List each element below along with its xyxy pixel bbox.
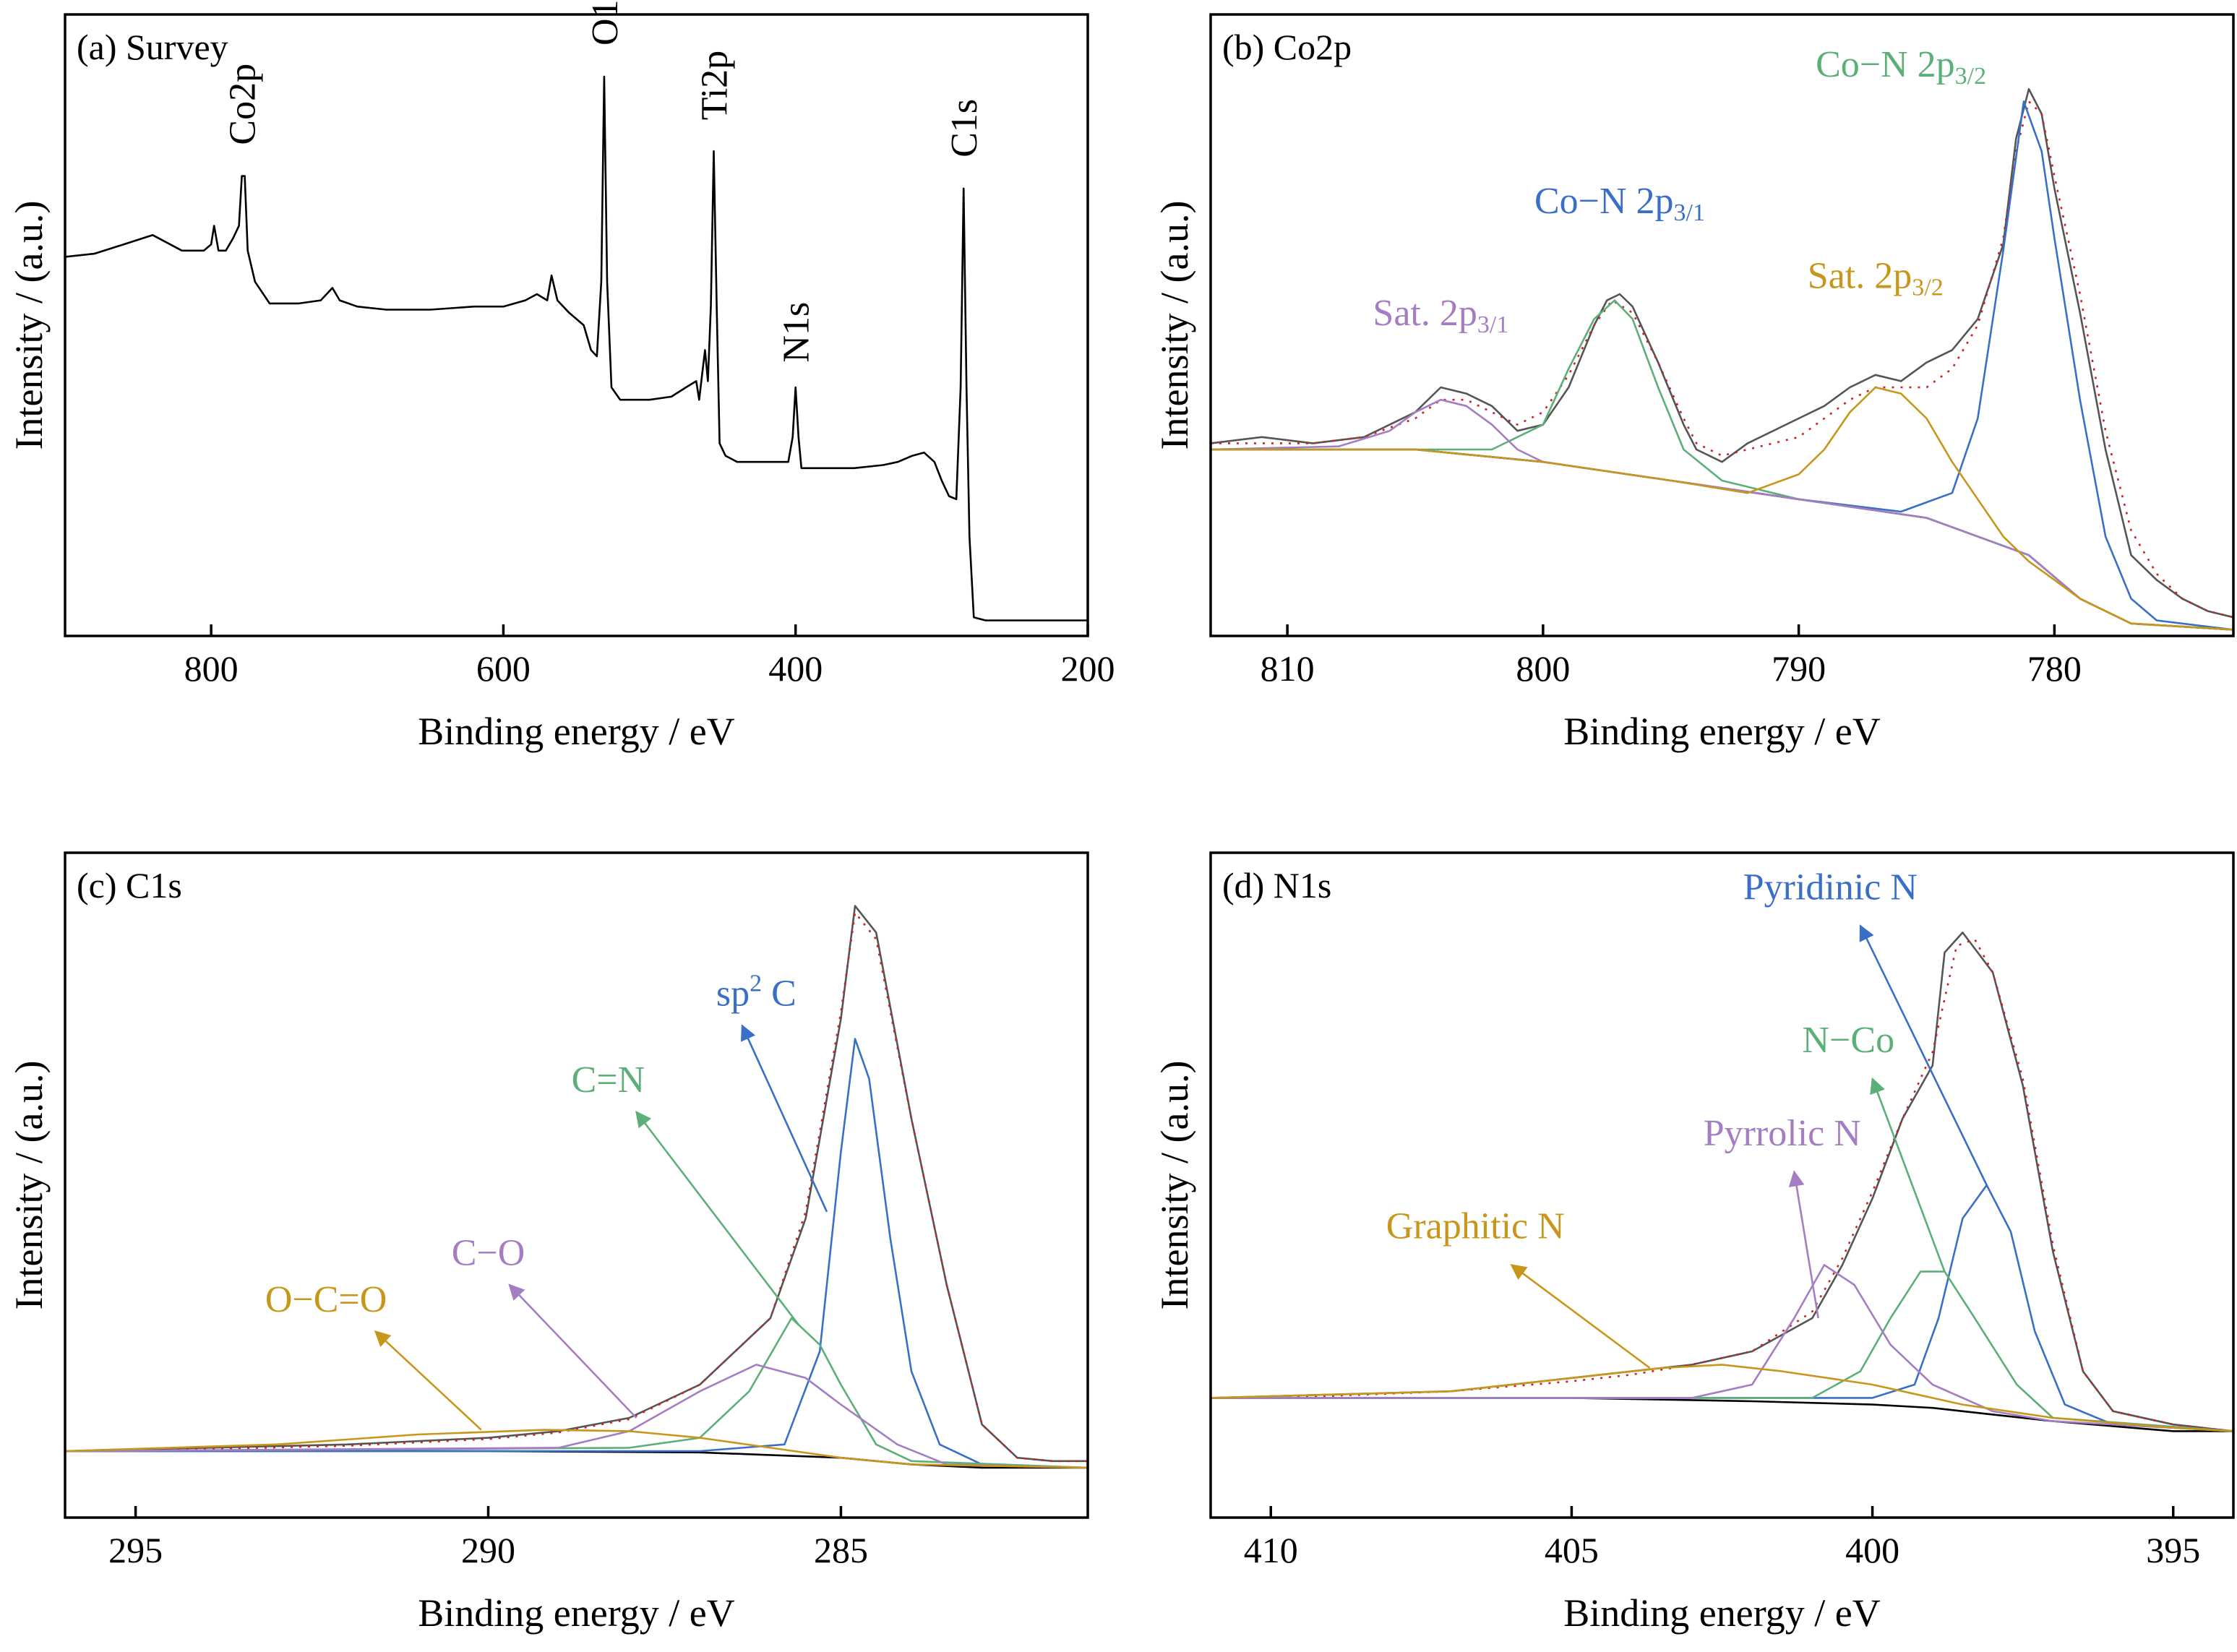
annotation-arrow bbox=[1859, 924, 1988, 1186]
x-tick-label: 285 bbox=[814, 1530, 868, 1570]
panel-title: (c) C1s bbox=[77, 865, 182, 905]
y-axis-label: Intensity / (a.u.) bbox=[7, 1061, 51, 1310]
series-n-co-line bbox=[1211, 1270, 2233, 1432]
peak-label: Co2p bbox=[223, 64, 264, 145]
panel-c: 295 290 285 Binding energy / eV Intensity / … bbox=[7, 851, 1089, 1635]
plot-frame bbox=[1209, 13, 2235, 637]
peak-label: N1s bbox=[776, 302, 817, 363]
series-fit-line bbox=[1211, 100, 2233, 619]
peak-label: O−C=O bbox=[265, 1279, 387, 1320]
annotation-arrow bbox=[635, 1111, 799, 1325]
x-axis-label: Binding energy / eV bbox=[418, 1591, 734, 1635]
annotation-arrow bbox=[741, 1024, 828, 1213]
series-data-line bbox=[65, 905, 1088, 1463]
y-axis-label: Intensity / (a.u.) bbox=[1153, 1061, 1196, 1310]
annotation-arrow bbox=[1870, 1077, 1946, 1273]
series-sp2-c-line bbox=[65, 1038, 1088, 1469]
x-axis-label: Binding energy / eV bbox=[1563, 1591, 1880, 1635]
x-tick-label: 200 bbox=[1061, 648, 1115, 689]
series-background-line bbox=[1211, 448, 2233, 631]
peak-label: C=N bbox=[572, 1059, 645, 1101]
panel-title: (b) Co2p bbox=[1222, 27, 1352, 67]
x-tick-label: 800 bbox=[1516, 648, 1570, 689]
annotation-arrow bbox=[374, 1330, 482, 1431]
plot-frame bbox=[1209, 851, 2235, 1519]
x-tick-label: 780 bbox=[2027, 648, 2082, 689]
series-c-n-line bbox=[65, 1317, 1088, 1469]
peak-label: Co−N 2p3/1 bbox=[1534, 181, 1705, 226]
series-graphitic-n-line bbox=[1211, 1364, 2233, 1432]
x-tick-label: 400 bbox=[1845, 1530, 1899, 1570]
x-tick-label: 810 bbox=[1261, 648, 1315, 689]
series-line-line bbox=[65, 75, 1088, 621]
peak-label: Pyridinic N bbox=[1743, 866, 1918, 908]
peak-label: C−O bbox=[452, 1232, 525, 1273]
x-tick-label: 295 bbox=[108, 1530, 163, 1570]
series-sat-2p3-2-line bbox=[1211, 386, 2233, 631]
x-tick-label: 790 bbox=[1772, 648, 1826, 689]
y-axis-label: Intensity / (a.u.) bbox=[7, 201, 51, 450]
panel-a: 800 600 400 200 Binding energy / eV Intensity… bbox=[7, 0, 1115, 753]
series-fit-line bbox=[65, 911, 1088, 1463]
annotation-arrow bbox=[508, 1283, 637, 1419]
peak-label: sp2 C bbox=[716, 971, 797, 1015]
x-tick-label: 410 bbox=[1244, 1530, 1298, 1570]
peak-label: N−Co bbox=[1803, 1020, 1895, 1061]
panel-title: (d) N1s bbox=[1222, 865, 1331, 905]
peak-label: Sat. 2p3/2 bbox=[1808, 255, 1944, 301]
series-data-line bbox=[1211, 932, 2233, 1432]
x-tick-label: 405 bbox=[1545, 1530, 1599, 1570]
series-co-n-2p3-1-line bbox=[1211, 299, 2233, 631]
x-tick-label: 600 bbox=[476, 648, 531, 689]
peak-label: Pyrrolic N bbox=[1704, 1113, 1861, 1154]
series-co-n-2p3-2-line bbox=[1211, 100, 2233, 631]
x-axis-label: Binding energy / eV bbox=[418, 710, 734, 753]
x-tick-label: 400 bbox=[768, 648, 823, 689]
peak-label: Graphitic N bbox=[1386, 1206, 1565, 1247]
x-axis-label: Binding energy / eV bbox=[1563, 710, 1880, 753]
series-pyrrolic-n-line bbox=[1211, 1264, 2233, 1432]
x-tick-label: 800 bbox=[184, 648, 239, 689]
panel-title: (a) Survey bbox=[77, 27, 228, 67]
series-fit-line bbox=[1211, 938, 2233, 1432]
peak-label: O1s bbox=[585, 0, 626, 46]
annotation-arrow bbox=[1788, 1170, 1819, 1319]
peak-label: Sat. 2p3/1 bbox=[1373, 293, 1508, 338]
plot-area bbox=[1211, 87, 2233, 631]
x-tick-label: 395 bbox=[2146, 1530, 2200, 1570]
peak-label: Ti2p bbox=[695, 51, 736, 120]
series-o-c-o-line bbox=[65, 1429, 1088, 1469]
annotation-arrow bbox=[1510, 1264, 1651, 1369]
plot-frame bbox=[64, 13, 1089, 637]
peak-label: C1s bbox=[944, 99, 985, 158]
plot-area bbox=[65, 75, 1088, 621]
panel-d: 410 405 400 395 Binding energy / eV Intensity… bbox=[1153, 851, 2235, 1635]
panel-b: 810 800 790 780 Binding energy / eV Intensity… bbox=[1153, 13, 2235, 753]
plot-area bbox=[65, 905, 1088, 1469]
series-sat-2p3-1-line bbox=[1211, 398, 2233, 631]
x-tick-label: 290 bbox=[461, 1530, 515, 1570]
series-data-line bbox=[1211, 87, 2233, 619]
plot-area bbox=[1211, 932, 2233, 1432]
series-c-o-line bbox=[65, 1364, 1088, 1469]
y-axis-label: Intensity / (a.u.) bbox=[1153, 201, 1196, 450]
series-background-line bbox=[1211, 1397, 2233, 1432]
plot-frame bbox=[64, 851, 1089, 1519]
peak-label: Co−N 2p3/2 bbox=[1816, 44, 1986, 90]
